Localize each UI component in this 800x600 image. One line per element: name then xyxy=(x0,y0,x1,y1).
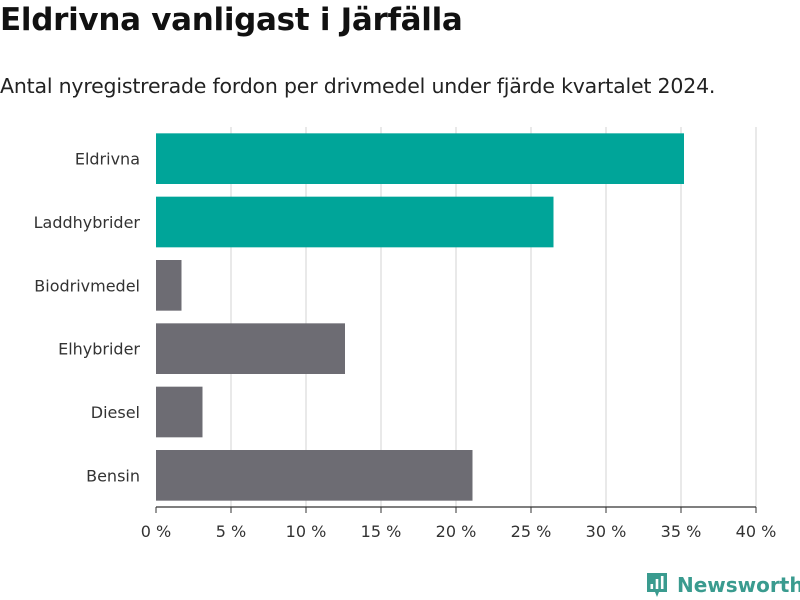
x-tick-label: 10 % xyxy=(286,522,327,541)
category-label: Laddhybrider xyxy=(34,213,141,232)
newsworthy-logo: Newsworthy xyxy=(645,570,800,600)
bar-eldrivna xyxy=(156,133,684,184)
category-label: Biodrivmedel xyxy=(34,276,140,295)
bar-diesel xyxy=(156,386,203,438)
category-label: Eldrivna xyxy=(75,150,140,169)
x-tick-label: 20 % xyxy=(436,522,477,541)
x-tick-label: 25 % xyxy=(511,522,552,541)
x-tick-label: 30 % xyxy=(586,522,627,541)
chart-title: Eldrivna vanligast i Järfälla xyxy=(0,2,463,38)
bars xyxy=(156,133,684,501)
category-label: Elhybrider xyxy=(58,340,140,359)
bar-elhybrider xyxy=(156,323,345,374)
category-label: Diesel xyxy=(91,403,140,422)
x-tick-label: 0 % xyxy=(141,522,171,541)
chart-subtitle: Antal nyregistrerade fordon per drivmede… xyxy=(0,74,716,98)
bar-bensin xyxy=(156,450,473,501)
brand-name: Newsworthy xyxy=(677,573,800,597)
x-tick-label: 5 % xyxy=(216,522,246,541)
bar-chart-logo-icon xyxy=(647,573,667,597)
bar-laddhybrider xyxy=(156,196,554,248)
category-label: Bensin xyxy=(86,466,140,485)
x-axis: 0 % 5 % 10 % 15 % 20 % 25 % 30 % 35 % 40 % xyxy=(141,506,777,541)
x-tick-label: 40 % xyxy=(736,522,777,541)
grid-lines xyxy=(230,127,757,507)
x-tick-label: 15 % xyxy=(361,522,402,541)
bar-chart: 0 % 5 % 10 % 15 % 20 % 25 % 30 % 35 % 40 % Eldri… xyxy=(34,127,777,541)
x-tick-label: 35 % xyxy=(661,522,702,541)
bar-biodrivmedel xyxy=(156,260,182,311)
category-labels: Eldrivna Laddhybrider Biodrivmedel Elhybrid… xyxy=(34,150,141,486)
